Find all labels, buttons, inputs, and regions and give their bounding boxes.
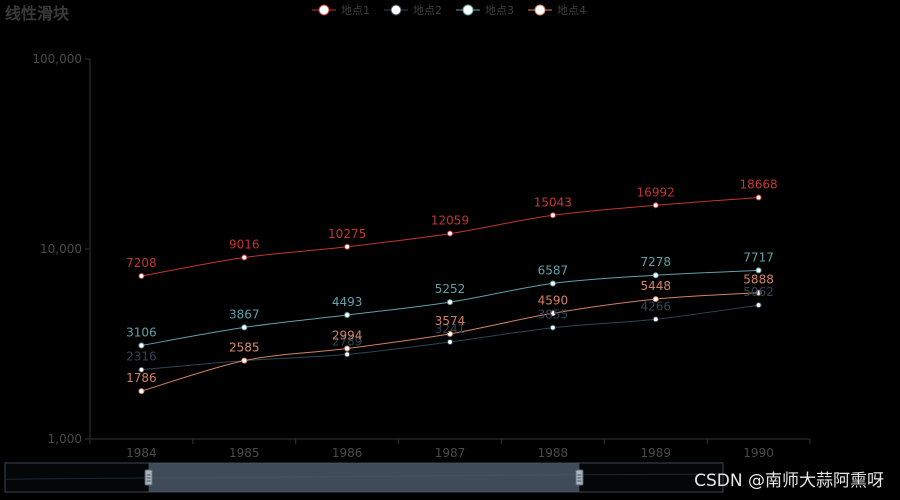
- data-point[interactable]: [344, 243, 351, 250]
- legend-label: 地点3: [485, 4, 514, 17]
- data-label: 5888: [743, 273, 774, 287]
- data-point[interactable]: [447, 330, 453, 337]
- x-tick-label: 1990: [743, 446, 774, 460]
- data-label: 9016: [229, 238, 260, 252]
- legend-label: 地点2: [413, 4, 442, 17]
- data-label: 5448: [640, 279, 671, 293]
- data-label: 10275: [328, 227, 366, 241]
- x-tick-label: 1986: [332, 446, 363, 460]
- data-point[interactable]: [755, 267, 762, 274]
- data-zoom-end-handle[interactable]: [575, 469, 584, 486]
- chart-title: 线性滑块: [5, 4, 70, 23]
- legend: 地点1 地点2 地点3 地点4: [312, 4, 586, 17]
- data-point[interactable]: [652, 296, 659, 303]
- legend-marker-icon: [390, 4, 402, 16]
- data-point[interactable]: [447, 230, 453, 237]
- data-label: 4590: [538, 293, 569, 307]
- x-tick-label: 1985: [229, 446, 260, 460]
- data-label: 3241: [435, 322, 466, 336]
- legend-marker-icon: [318, 4, 330, 16]
- data-zoom-start-handle[interactable]: [144, 469, 153, 486]
- data-point[interactable]: [344, 351, 351, 358]
- y-tick-label: 1,000: [48, 432, 82, 446]
- data-point[interactable]: [241, 324, 248, 331]
- series-layer: [138, 194, 762, 395]
- data-point[interactable]: [549, 324, 556, 331]
- data-point[interactable]: [755, 289, 762, 296]
- data-zoom-slider[interactable]: [4, 462, 724, 493]
- data-zoom-selection[interactable]: [148, 463, 580, 492]
- data-label: 1786: [126, 371, 157, 385]
- data-label: 5252: [435, 282, 466, 296]
- legend-item[interactable]: 地点3: [456, 4, 514, 17]
- data-label: 2789: [332, 334, 363, 348]
- data-label: 7208: [126, 256, 157, 270]
- data-point[interactable]: [344, 312, 351, 319]
- data-label: 6587: [538, 263, 569, 277]
- data-point[interactable]: [549, 280, 556, 287]
- data-point[interactable]: [138, 273, 145, 280]
- data-point[interactable]: [241, 357, 248, 364]
- data-point[interactable]: [138, 342, 145, 349]
- legend-marker-icon: [534, 4, 546, 16]
- x-tick-label: 1987: [435, 446, 466, 460]
- data-point[interactable]: [344, 345, 351, 352]
- data-label: 4493: [332, 295, 363, 309]
- data-label: 3867: [229, 307, 260, 321]
- watermark: CSDN @南师大蒜阿熏呀: [694, 471, 884, 491]
- data-labels: 7208 9016 10275 12059 15043 16992 18668 2316 258…: [126, 177, 778, 385]
- data-label: 2585: [229, 341, 260, 355]
- data-label: 7278: [640, 255, 671, 269]
- data-label: 3574: [435, 314, 466, 328]
- data-label: 2316: [126, 350, 157, 364]
- data-label: 4266: [640, 299, 671, 313]
- data-point[interactable]: [652, 202, 659, 209]
- data-point[interactable]: [138, 366, 145, 373]
- legend-item[interactable]: 地点4: [528, 4, 586, 17]
- data-point[interactable]: [241, 254, 248, 261]
- x-tick-label: 1984: [126, 446, 157, 460]
- data-label: 7717: [743, 250, 774, 264]
- x-tick-label: 1989: [640, 446, 671, 460]
- y-axis: 1,000 10,000 100,000: [32, 52, 91, 446]
- data-label: 5062: [743, 285, 774, 299]
- data-label: 12059: [431, 214, 469, 228]
- data-label: 3106: [126, 325, 157, 339]
- x-axis: 1984 1985 1986 1987 1988 1989 1990: [89, 438, 811, 460]
- data-label: 2585: [229, 341, 260, 355]
- y-tick-label: 10,000: [40, 242, 82, 256]
- data-label: 15043: [534, 195, 572, 209]
- legend-label: 地点4: [557, 4, 586, 17]
- data-point[interactable]: [447, 338, 453, 345]
- data-label: 2994: [332, 329, 363, 343]
- data-point[interactable]: [652, 272, 659, 279]
- legend-label: 地点1: [341, 4, 370, 17]
- data-point[interactable]: [549, 212, 556, 219]
- data-point[interactable]: [447, 299, 453, 306]
- x-tick-label: 1988: [538, 446, 569, 460]
- data-point[interactable]: [755, 194, 762, 201]
- data-point[interactable]: [652, 316, 659, 323]
- data-label: 16992: [637, 185, 675, 199]
- data-label: 18668: [739, 177, 777, 191]
- legend-marker-icon: [462, 4, 474, 16]
- y-tick-label: 100,000: [32, 52, 82, 66]
- data-label: 3855: [538, 308, 569, 322]
- series-1: [138, 194, 762, 280]
- legend-item[interactable]: 地点1: [312, 4, 370, 17]
- series-3: [138, 267, 762, 349]
- series-4: [138, 289, 762, 395]
- data-point[interactable]: [549, 310, 556, 317]
- data-point[interactable]: [138, 388, 145, 395]
- legend-item[interactable]: 地点2: [384, 4, 442, 17]
- data-point[interactable]: [755, 302, 762, 309]
